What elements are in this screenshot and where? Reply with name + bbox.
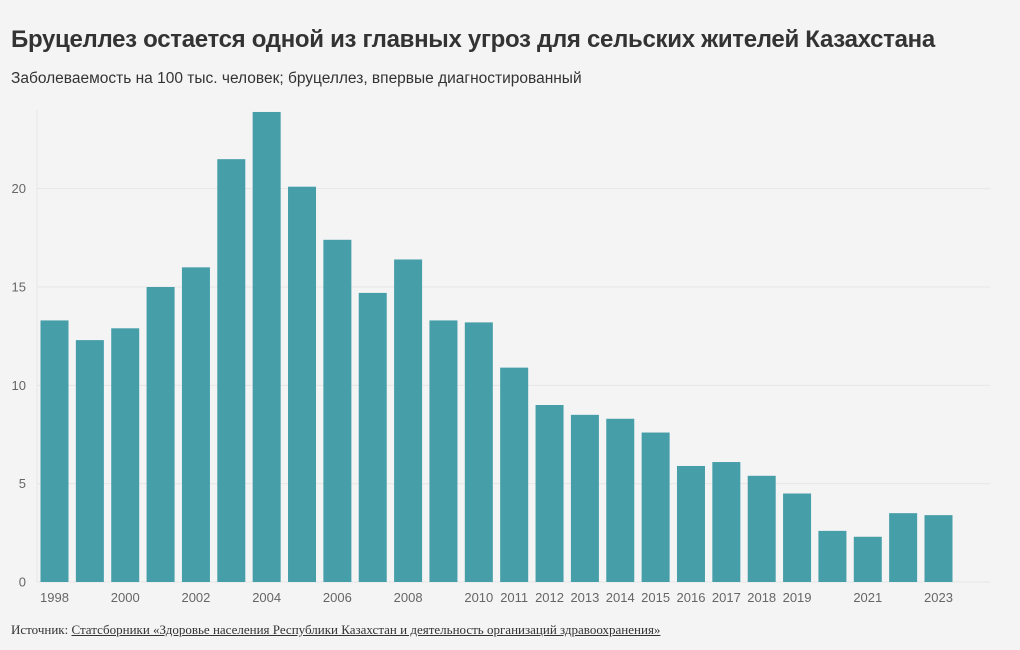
x-tick-label: 2012 bbox=[535, 590, 564, 605]
x-tick-label: 2017 bbox=[712, 590, 741, 605]
y-tick-label: 10 bbox=[12, 378, 26, 393]
source-label: Источник: bbox=[11, 622, 69, 637]
bar-2001: 2001: 15 bbox=[146, 287, 175, 582]
chart-title: Бруцеллез остается одной из главных угро… bbox=[11, 26, 935, 53]
y-tick-label: 20 bbox=[12, 181, 26, 196]
y-axis: 0 5 10 15 20 bbox=[12, 181, 26, 589]
x-tick-label: 2008 bbox=[394, 590, 423, 605]
bar-1998: 1998: 13.3 bbox=[40, 320, 69, 582]
bar-2014: 2014: 8.3 bbox=[606, 418, 635, 582]
source-note: Источник: Статсборники «Здоровье населен… bbox=[11, 622, 660, 638]
bar-2016: 2016: 5.9 bbox=[676, 465, 705, 582]
y-tick-label: 0 bbox=[19, 575, 26, 590]
x-tick-label: 2002 bbox=[181, 590, 210, 605]
bar-2003: 2003: 21.5 bbox=[217, 159, 246, 583]
y-tick-label: 15 bbox=[12, 280, 26, 295]
x-tick-label: 1998 bbox=[40, 590, 69, 605]
bar-2006: 2006: 17.4 bbox=[323, 239, 352, 583]
x-tick-label: 2015 bbox=[641, 590, 670, 605]
bar-2004: 2004: 23.9 bbox=[252, 111, 281, 582]
bars: 1998: 13.31999: 12.32000: 12.92001: 1520… bbox=[40, 111, 953, 583]
x-axis: 1998 2000 2002 2004 2006 2008 2010 2011 2012 2013… bbox=[40, 590, 953, 605]
bar-2013: 2013: 8.5 bbox=[570, 414, 599, 582]
bar-2010: 2010: 13.2 bbox=[464, 322, 493, 582]
chart-subtitle: Заболеваемость на 100 тыс. человек; бруц… bbox=[11, 70, 582, 87]
x-tick-label: 2023 bbox=[924, 590, 953, 605]
bar-2017: 2017: 6.1 bbox=[712, 462, 741, 582]
x-tick-label: 2010 bbox=[464, 590, 493, 605]
x-tick-label: 2013 bbox=[570, 590, 599, 605]
bar-2007: 2007: 14.7 bbox=[358, 292, 387, 582]
x-tick-label: 2016 bbox=[677, 590, 706, 605]
bar-2022: 2022: 3.5 bbox=[889, 513, 918, 582]
bar-2021: 2021: 2.3 bbox=[853, 536, 882, 582]
x-tick-label: 2006 bbox=[323, 590, 352, 605]
x-tick-label: 2021 bbox=[853, 590, 882, 605]
bar-2005: 2005: 20.1 bbox=[288, 186, 317, 582]
bar-2020: 2020: 2.6 bbox=[818, 530, 847, 582]
bar-2023: 2023: 3.4 bbox=[924, 515, 953, 582]
bar-2011: 2011: 10.9 bbox=[500, 367, 529, 582]
bar-2009: 2009: 13.3 bbox=[429, 320, 458, 582]
bar-2019: 2019: 4.5 bbox=[783, 493, 812, 582]
bar-2015: 2015: 7.6 bbox=[641, 432, 670, 582]
x-tick-label: 2004 bbox=[252, 590, 281, 605]
x-tick-label: 2000 bbox=[111, 590, 140, 605]
x-tick-label: 2011 bbox=[500, 590, 528, 605]
x-tick-label: 2019 bbox=[783, 590, 812, 605]
source-link[interactable]: Статсборники «Здоровье населения Республ… bbox=[71, 622, 661, 637]
x-tick-label: 2014 bbox=[606, 590, 635, 605]
bar-2012: 2012: 9 bbox=[535, 405, 564, 582]
bar-2002: 2002: 16 bbox=[181, 267, 210, 582]
x-tick-label: 2018 bbox=[747, 590, 776, 605]
y-tick-label: 5 bbox=[19, 476, 26, 491]
bar-1999: 1999: 12.3 bbox=[75, 340, 104, 582]
bar-2018: 2018: 5.4 bbox=[747, 475, 776, 582]
bar-2000: 2000: 12.9 bbox=[111, 328, 140, 582]
bar-2008: 2008: 16.4 bbox=[394, 259, 423, 582]
